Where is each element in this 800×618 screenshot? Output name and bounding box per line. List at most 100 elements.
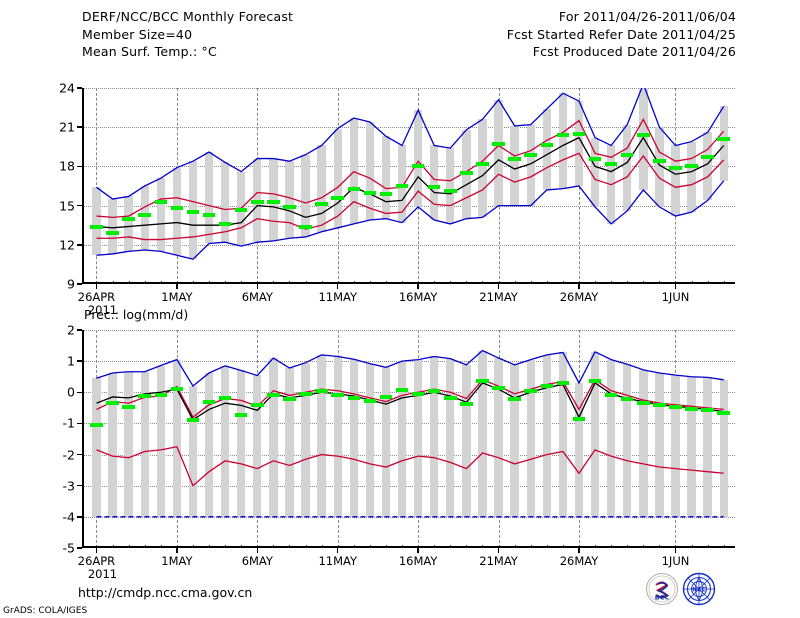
gridline-horizontal xyxy=(82,88,735,89)
gridline-horizontal xyxy=(82,392,735,394)
spread-bar xyxy=(237,370,246,517)
observation-marker xyxy=(685,407,698,412)
observation-marker xyxy=(299,391,312,396)
observation-marker xyxy=(717,136,730,141)
spread-bar xyxy=(333,356,342,517)
spread-bar xyxy=(446,358,455,517)
x-tick xyxy=(578,284,580,289)
temp-unit-label: Mean Surf. Temp.: °C xyxy=(82,44,217,59)
x-axis-year-label: 2011 xyxy=(87,567,118,581)
website-url[interactable]: http://cmdp.ncc.cma.gov.cn xyxy=(78,585,253,600)
gridline-horizontal xyxy=(82,127,735,129)
observation-marker xyxy=(267,392,280,397)
observation-marker xyxy=(154,393,168,398)
observation-marker xyxy=(315,388,328,393)
spread-bar xyxy=(655,372,664,517)
observation-marker xyxy=(556,380,570,385)
observation-marker xyxy=(138,212,151,217)
spread-bar xyxy=(365,121,375,220)
spread-bar xyxy=(381,136,391,219)
spread-bar xyxy=(671,375,680,517)
observation-marker xyxy=(186,210,200,215)
series-line-q3 xyxy=(96,378,724,419)
gridline-horizontal xyxy=(82,205,735,207)
observation-marker xyxy=(653,403,666,408)
observation-marker xyxy=(508,156,521,161)
spread-bar xyxy=(124,196,133,252)
observation-marker xyxy=(202,399,216,404)
observation-marker xyxy=(685,164,698,169)
spread-bar xyxy=(156,178,165,252)
spread-bar xyxy=(220,162,230,243)
svg-text:BCC: BCC xyxy=(655,594,670,602)
spread-bar xyxy=(655,127,664,207)
y-tick-label: 18 xyxy=(59,158,75,174)
y-tick xyxy=(77,453,82,456)
observation-marker xyxy=(347,395,361,400)
x-tick-label: 16MAY xyxy=(398,554,438,568)
observation-marker xyxy=(637,133,650,138)
spread-bar xyxy=(333,128,342,228)
spread-bar xyxy=(317,145,326,232)
spread-bar xyxy=(574,382,584,517)
spread-bar xyxy=(92,378,101,517)
spread-bar xyxy=(124,371,133,517)
gridline-horizontal xyxy=(82,423,735,425)
observation-marker xyxy=(540,143,554,148)
spread-bar xyxy=(558,352,568,517)
observation-marker xyxy=(90,224,103,229)
observation-marker xyxy=(347,186,361,191)
spread-bar xyxy=(430,356,439,517)
spread-bar xyxy=(285,161,294,239)
observation-marker xyxy=(283,397,296,402)
observation-marker xyxy=(283,204,296,209)
y-tick-label: 12 xyxy=(59,237,75,253)
observation-marker xyxy=(427,185,441,190)
spread-bar xyxy=(558,93,568,189)
spread-bar xyxy=(301,362,310,517)
precipitation-plot: -5 -4 -3 -2 -1 0 1 2 26APR 2011 1MAY 6MAY 11MAY 16MAY… xyxy=(63,323,735,581)
x-tick xyxy=(95,284,98,289)
y-tick xyxy=(77,87,82,89)
observation-marker xyxy=(234,207,248,212)
x-tick-label: 1MAY xyxy=(161,290,193,304)
y-tick-label: -1 xyxy=(62,415,75,431)
header-left-block: DERF/NCC/BCC Monthly Forecast Member Siz… xyxy=(82,8,293,59)
spread-bar xyxy=(253,375,262,517)
header: DERF/NCC/BCC Monthly Forecast Member Siz… xyxy=(0,0,800,66)
spread-bar xyxy=(623,124,632,211)
x-tick xyxy=(578,548,580,553)
y-tick xyxy=(77,283,82,285)
y-tick xyxy=(77,165,82,168)
spread-bar xyxy=(140,186,149,251)
ncc-logo-icon: NCC xyxy=(682,572,716,606)
svg-text:NCC: NCC xyxy=(692,587,706,594)
bcc-logo-icon: BCC xyxy=(645,572,679,606)
x-tick-label: 26MAY xyxy=(559,554,599,568)
observation-marker xyxy=(604,393,618,398)
grads-credit: GrADS: COLA/IGES xyxy=(3,606,88,616)
spread-bar xyxy=(494,358,503,517)
fcst-produced-label: Fcst Produced Date 2011/04/26 xyxy=(532,44,736,59)
temperature-plot-area xyxy=(82,88,735,284)
spread-bar xyxy=(494,99,503,206)
spread-bar xyxy=(639,88,648,190)
observation-marker xyxy=(251,199,264,204)
observation-marker xyxy=(653,159,666,164)
observation-marker xyxy=(701,155,714,160)
observation-marker xyxy=(90,422,103,427)
series-line-mean xyxy=(96,381,724,421)
spread-bar xyxy=(220,365,230,517)
observation-marker xyxy=(395,387,409,392)
y-tick xyxy=(77,360,82,362)
x-tick-label: 11MAY xyxy=(318,554,357,568)
x-tick-label: 6MAY xyxy=(241,554,273,568)
x-tick xyxy=(417,548,419,553)
spread-bar xyxy=(510,364,519,517)
observation-marker xyxy=(540,384,554,389)
y-tick xyxy=(77,484,82,487)
observation-marker xyxy=(460,402,473,407)
y-tick-label: 2 xyxy=(67,322,75,338)
y-tick xyxy=(77,516,82,518)
member-size-label: Member Size=40 xyxy=(82,26,193,42)
